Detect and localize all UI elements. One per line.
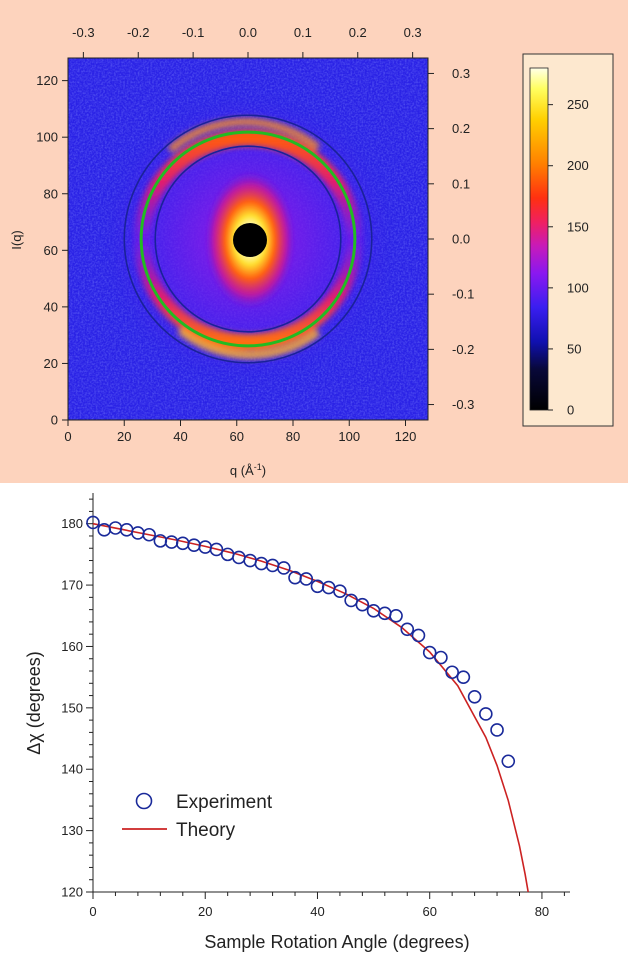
experiment-point <box>467 689 482 704</box>
detector-image-panel: 0 20 40 60 80 100 120 0 20 40 60 80 100 120 -0.3 -0.2 -0… <box>0 0 628 483</box>
experiment-point <box>209 542 224 557</box>
x-tick-label-top: 0.2 <box>349 25 367 40</box>
experiment-point <box>254 556 269 571</box>
legend: Experiment Theory <box>122 792 273 841</box>
colorbar-gradient <box>529 67 549 411</box>
x-axis-label: q (Å-1) <box>230 462 266 478</box>
experiment-point <box>232 550 246 565</box>
experiment-point <box>175 536 190 551</box>
x-tick-label-top: -0.3 <box>72 25 94 40</box>
experiment-point <box>445 665 459 680</box>
y-tick-label: 130 <box>61 823 83 838</box>
analysis-circles <box>123 114 373 364</box>
experiment-point <box>479 707 493 721</box>
colorbar-tick-label: 0 <box>567 403 574 418</box>
x-axis-label: Sample Rotation Angle (degrees) <box>204 932 469 952</box>
y-tick-label-left: 80 <box>44 186 58 201</box>
experiment-point <box>389 608 403 623</box>
x-tick-label-top: 0.0 <box>239 25 257 40</box>
experiment-point <box>299 572 314 586</box>
experiment-point <box>422 645 437 660</box>
heatmap-image <box>68 58 428 420</box>
experiment-point <box>142 527 156 542</box>
y-axis-label: I(q) <box>9 230 24 250</box>
y-tick-label-left: 40 <box>44 299 58 314</box>
experiment-point <box>288 570 302 585</box>
y-tick-label-right: -0.2 <box>452 342 474 357</box>
experiment-point <box>411 628 426 643</box>
y-tick-label-left: 20 <box>44 356 58 371</box>
y-tick-label-left: 0 <box>51 413 58 428</box>
y-axis-label: Δχ (degrees) <box>24 651 44 755</box>
x-tick-label-bottom: 120 <box>395 429 417 444</box>
y-tick-label-right: 0.0 <box>452 232 470 247</box>
experiment-point <box>501 754 516 769</box>
experiment-point <box>490 723 504 737</box>
x-tick-label: 80 <box>535 904 549 919</box>
legend-label-experiment: Experiment <box>176 792 273 813</box>
colorbar-tick-label: 150 <box>567 219 589 234</box>
x-tick-label: 60 <box>422 904 436 919</box>
experiment-point <box>276 561 291 575</box>
mask-circle <box>123 114 373 364</box>
y-tick-label: 140 <box>61 762 83 777</box>
y-tick-label: 180 <box>61 516 83 531</box>
x-tick-label-bottom: 0 <box>64 429 71 444</box>
y-tick-label-left: 100 <box>36 130 58 145</box>
experiment-point <box>220 547 235 562</box>
legend-marker-experiment <box>135 792 153 810</box>
experiment-point <box>243 553 257 568</box>
y-tick-label-right: 0.2 <box>452 121 470 136</box>
experiment-point <box>86 515 100 530</box>
y-tick-label-right: 0.3 <box>452 66 470 81</box>
x-tick-label-top: 0.3 <box>404 25 422 40</box>
x-tick-label: 40 <box>310 904 324 919</box>
y-tick-label-left: 120 <box>36 73 58 88</box>
x-tick-label-bottom: 100 <box>338 429 360 444</box>
experiment-point <box>434 650 448 665</box>
x-tick-label: 0 <box>89 904 96 919</box>
x-tick-label-top: -0.1 <box>182 25 204 40</box>
y-tick-label-right: -0.1 <box>452 287 474 302</box>
legend-label-theory: Theory <box>176 820 236 841</box>
beam-stop <box>233 223 267 257</box>
y-tick-label: 160 <box>61 639 83 654</box>
x-tick-label-top: 0.1 <box>294 25 312 40</box>
y-tick-label: 120 <box>61 885 83 900</box>
x-tick-label-bottom: 20 <box>117 429 131 444</box>
scatter-axes: 0 20 40 60 80 120 130 140 150 160 170 180 <box>61 493 570 919</box>
colorbar: 0 50 100 150 200 250 <box>522 53 614 427</box>
experiment-point <box>333 584 347 599</box>
x-tick-label-top: -0.2 <box>127 25 149 40</box>
y-tick-label-right: 0.1 <box>452 176 470 191</box>
colorbar-tick-label: 250 <box>567 97 589 112</box>
colorbar-tick-label: 100 <box>567 280 589 295</box>
y-tick-label: 170 <box>61 578 83 593</box>
theory-series <box>92 522 529 893</box>
colorbar-tick-label: 200 <box>567 158 589 173</box>
experiment-point <box>400 622 415 637</box>
experiment-point <box>355 597 370 612</box>
x-tick-label: 20 <box>198 904 212 919</box>
x-tick-label-bottom: 40 <box>173 429 187 444</box>
mask-circle <box>154 145 342 333</box>
colorbar-tick-label: 50 <box>567 341 581 356</box>
heatmap-axes: 0 20 40 60 80 100 120 0 20 40 60 80 100 120 -0.3 -0.2 -0… <box>36 25 474 444</box>
experiment-point <box>164 535 179 549</box>
x-tick-label-bottom: 80 <box>286 429 300 444</box>
y-tick-label-left: 60 <box>44 243 58 258</box>
integration-ring <box>139 130 357 348</box>
experiment-series <box>86 515 516 769</box>
y-tick-label: 150 <box>61 700 83 715</box>
experiment-point <box>456 670 471 684</box>
x-tick-label-bottom: 60 <box>230 429 244 444</box>
y-tick-label-right: -0.3 <box>452 397 474 412</box>
rotation-angle-chart: 0 20 40 60 80 120 130 140 150 160 170 180 Experimen… <box>24 493 570 952</box>
theory-curve <box>92 522 529 893</box>
